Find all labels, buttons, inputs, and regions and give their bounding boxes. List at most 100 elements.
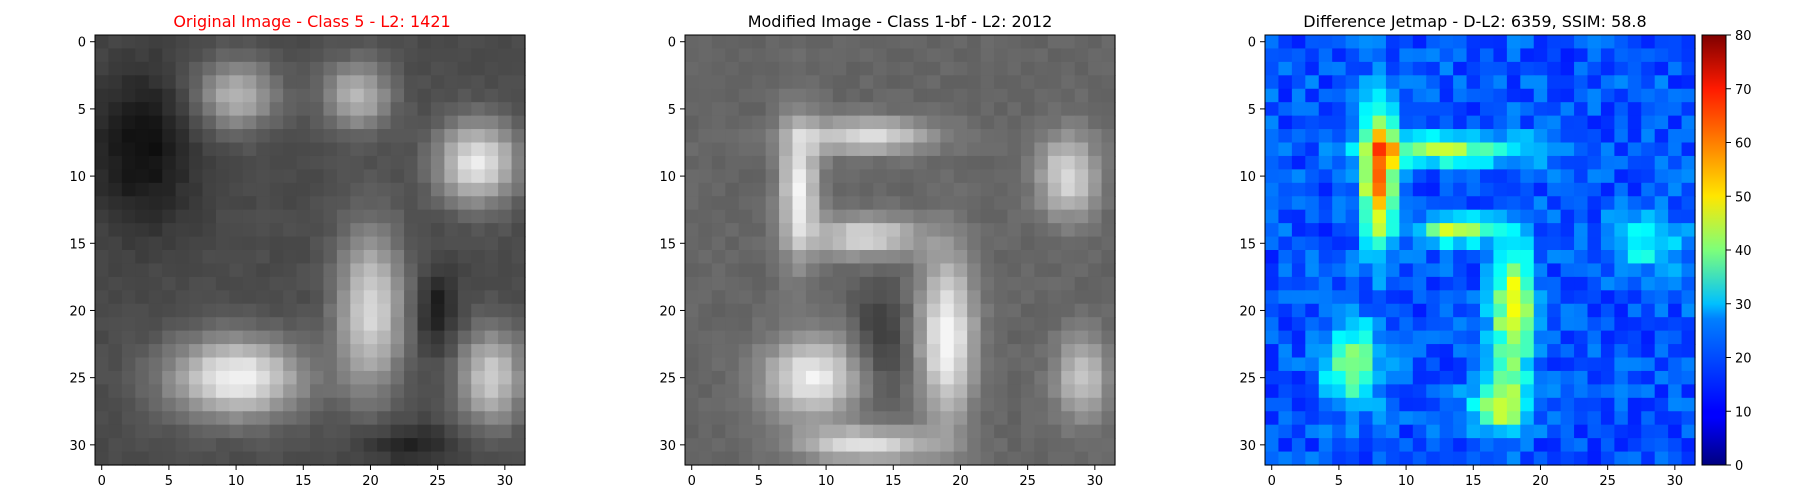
- pixel-cell: [1600, 236, 1615, 251]
- pixel-cell: [1453, 250, 1468, 265]
- pixel-cell: [471, 61, 486, 76]
- pixel-cell: [202, 263, 217, 278]
- pixel-cell: [1385, 129, 1400, 144]
- pixel-cell: [1074, 88, 1089, 103]
- pixel-cell: [725, 263, 740, 278]
- pixel-cell: [1074, 209, 1089, 224]
- pixel-cell: [1439, 263, 1454, 278]
- pixel-cell: [269, 424, 284, 439]
- pixel-cell: [1560, 48, 1575, 63]
- pixel-cell: [1600, 250, 1615, 265]
- pixel-cell: [779, 384, 794, 399]
- colorbar-tick-label: 40: [1735, 244, 1752, 259]
- pixel-cell: [980, 424, 995, 439]
- pixel-cell: [1412, 424, 1427, 439]
- pixel-cell: [926, 196, 941, 211]
- pixel-cell: [377, 48, 392, 63]
- pixel-cell: [1359, 330, 1374, 345]
- pixel-cell: [1547, 330, 1562, 345]
- pixel-cell: [484, 411, 499, 426]
- pixel-cell: [846, 290, 861, 305]
- pixel-cell: [1061, 276, 1076, 291]
- pixel-cell: [926, 102, 941, 117]
- pixel-cell: [873, 290, 888, 305]
- pixel-cell: [484, 169, 499, 184]
- pixel-cell: [310, 48, 325, 63]
- pixel-cell: [108, 196, 123, 211]
- pixel-cell: [1614, 48, 1629, 63]
- pixel-cell: [752, 209, 767, 224]
- pixel-cell: [269, 169, 284, 184]
- pixel-cell: [1291, 250, 1306, 265]
- pixel-cell: [1291, 102, 1306, 117]
- pixel-cell: [1359, 250, 1374, 265]
- pixel-cell: [135, 303, 150, 318]
- pixel-cell: [484, 236, 499, 251]
- pixel-cell: [269, 155, 284, 170]
- pixel-cell: [1345, 169, 1360, 184]
- pixel-cell: [1359, 75, 1374, 90]
- pixel-cell: [1278, 182, 1293, 197]
- pixel-cell: [148, 357, 163, 372]
- pixel-cell: [484, 424, 499, 439]
- pixel-cell: [363, 451, 378, 466]
- pixel-cell: [805, 223, 820, 238]
- pixel-cell: [417, 142, 432, 157]
- pixel-cell: [967, 182, 982, 197]
- pixel-cell: [953, 317, 968, 332]
- pixel-cell: [873, 129, 888, 144]
- pixel-cell: [95, 344, 110, 359]
- pixel-cell: [350, 196, 365, 211]
- pixel-cell: [752, 142, 767, 157]
- pixel-cell: [417, 88, 432, 103]
- pixel-cell: [1047, 115, 1062, 130]
- pixel-cell: [859, 182, 874, 197]
- pixel-cell: [1359, 384, 1374, 399]
- pixel-cell: [1385, 424, 1400, 439]
- pixel-cell: [1034, 290, 1049, 305]
- pixel-cell: [738, 438, 753, 453]
- pixel-cell: [1399, 330, 1414, 345]
- pixel-cell: [779, 61, 794, 76]
- pixel-cell: [1480, 102, 1495, 117]
- pixel-cell: [1641, 142, 1656, 157]
- pixel-cell: [792, 250, 807, 265]
- pixel-cell: [471, 344, 486, 359]
- pixel-cell: [175, 209, 190, 224]
- pixel-cell: [1332, 397, 1347, 412]
- x-tick-label: 10: [818, 474, 835, 489]
- pixel-cell: [1088, 182, 1103, 197]
- pixel-cell: [994, 142, 1009, 157]
- pixel-cell: [1359, 424, 1374, 439]
- pixel-cell: [390, 344, 405, 359]
- pixel-cell: [752, 129, 767, 144]
- pixel-cell: [805, 303, 820, 318]
- pixel-cell: [175, 48, 190, 63]
- pixel-cell: [1533, 196, 1548, 211]
- pixel-cell: [457, 209, 472, 224]
- pixel-cell: [484, 196, 499, 211]
- pixel-cell: [1439, 196, 1454, 211]
- pixel-cell: [1074, 196, 1089, 211]
- pixel-cell: [873, 317, 888, 332]
- pixel-cell: [1493, 357, 1508, 372]
- pixel-cell: [1359, 303, 1374, 318]
- pixel-cell: [886, 438, 901, 453]
- pixel-cell: [390, 303, 405, 318]
- pixel-cell: [1506, 357, 1521, 372]
- pixel-cell: [1061, 88, 1076, 103]
- pixel-cell: [1278, 223, 1293, 238]
- pixel-cell: [913, 61, 928, 76]
- pixel-cell: [886, 209, 901, 224]
- pixel-cell: [873, 303, 888, 318]
- pixel-cell: [202, 182, 217, 197]
- pixel-cell: [1345, 370, 1360, 385]
- pixel-cell: [202, 102, 217, 117]
- pixel-cell: [310, 357, 325, 372]
- pixel-cell: [953, 276, 968, 291]
- pixel-cell: [940, 263, 955, 278]
- y-tick-label: 5: [668, 103, 676, 118]
- pixel-cell: [95, 142, 110, 157]
- pixel-cell: [725, 250, 740, 265]
- pixel-cell: [1681, 129, 1696, 144]
